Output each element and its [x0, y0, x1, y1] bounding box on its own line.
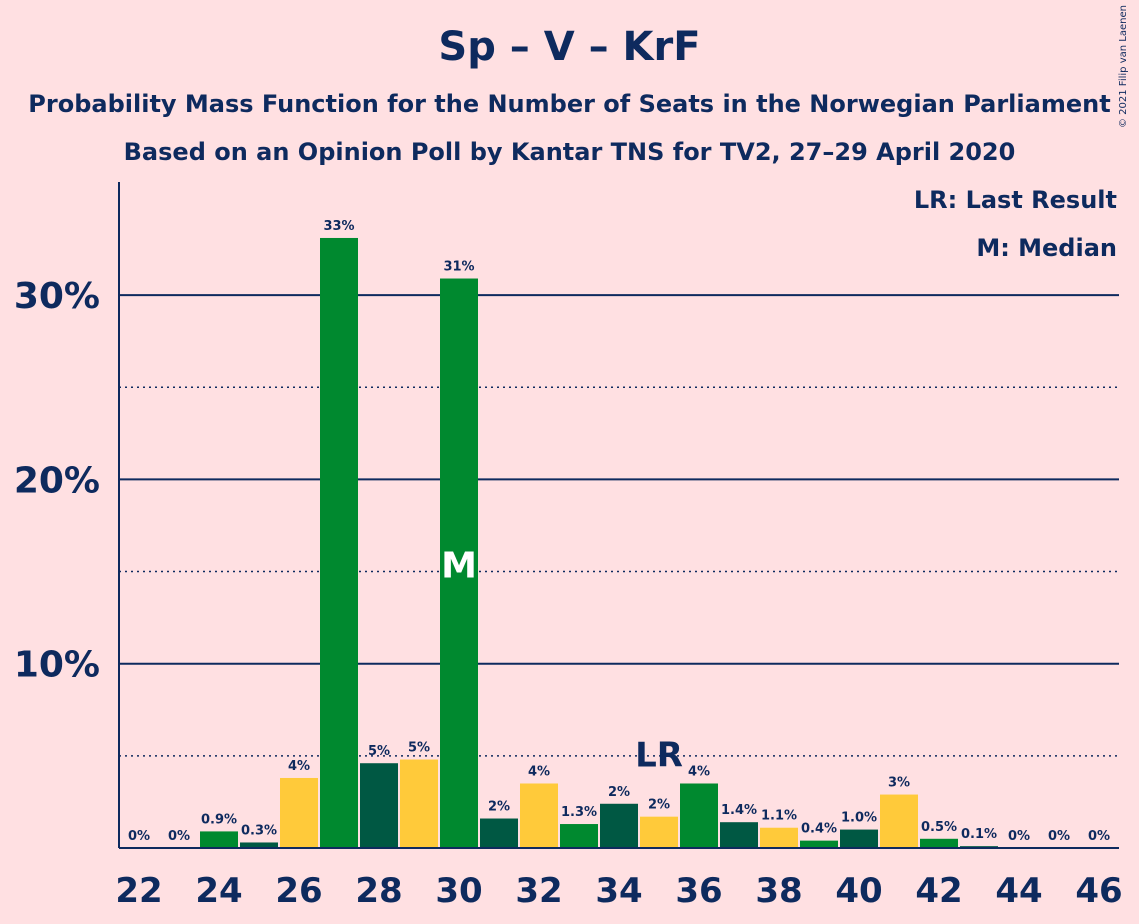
value-label: 2%	[608, 785, 630, 800]
value-label: 4%	[528, 764, 550, 779]
y-tick-label: 10%	[14, 645, 100, 686]
y-tick-label: 30%	[14, 276, 100, 317]
x-tick-label: 26	[275, 871, 322, 911]
bar-seat-27	[320, 237, 358, 849]
x-tick-label: 28	[355, 871, 402, 911]
bar-seat-42	[920, 838, 958, 848]
bar-seat-40	[840, 829, 878, 848]
x-tick-label: 24	[195, 871, 242, 911]
x-tick-label: 32	[515, 871, 562, 911]
bar-seat-28	[360, 763, 398, 848]
x-tick-label: 40	[835, 871, 882, 911]
last-result-marker: LR	[635, 736, 683, 776]
bar-seat-29	[400, 759, 438, 848]
bar-seat-25	[240, 842, 278, 848]
bar-seat-26	[280, 777, 318, 848]
bar-seat-31	[480, 818, 518, 848]
chart-title: Sp – V – KrF	[438, 24, 701, 70]
x-tick-label: 44	[995, 871, 1042, 911]
value-label: 0%	[168, 829, 190, 844]
bar-seat-41	[880, 794, 918, 848]
value-label: 4%	[288, 759, 310, 774]
bar-seat-38	[760, 827, 798, 848]
value-label: 0%	[128, 829, 150, 844]
legend-median: M: Median	[976, 234, 1117, 262]
x-tick-label: 34	[595, 871, 642, 911]
legend-last-result: LR: Last Result	[913, 186, 1117, 214]
median-marker: M	[441, 545, 477, 586]
value-label: 0%	[1048, 829, 1070, 844]
value-label: 1.3%	[561, 805, 597, 820]
value-label: 0.4%	[801, 822, 837, 837]
value-label: 1.1%	[761, 809, 797, 824]
bar-seat-32	[520, 783, 558, 848]
bar-seat-34	[600, 803, 638, 848]
axes: 10% 20% 30% 22 24 26 28 30 32 34 36 38 40 42 44 46	[14, 182, 1123, 911]
chart-subtitle-line1: Probability Mass Function for the Number…	[28, 90, 1111, 118]
value-label: 5%	[368, 744, 390, 759]
labels: 0% 0% 0.9% 0.3% 4% 33% 5% 5% 31% 2% 4% 1.3% 2% 2% 4% 1.…	[128, 219, 1110, 844]
x-tick-label: 42	[915, 871, 962, 911]
bar-seat-36	[680, 783, 718, 848]
value-label: 0%	[1088, 829, 1110, 844]
x-tick-label: 30	[435, 871, 482, 911]
x-tick-label: 38	[755, 871, 802, 911]
gridlines	[119, 294, 1119, 757]
bars	[200, 237, 998, 849]
x-tick-label: 46	[1075, 871, 1122, 911]
value-label: 4%	[688, 764, 710, 779]
bar-seat-37	[720, 822, 758, 848]
value-label: 3%	[888, 776, 910, 791]
chart-subtitle-line2: Based on an Opinion Poll by Kantar TNS f…	[123, 138, 1016, 166]
bar-seat-30	[440, 278, 478, 848]
value-label: 0%	[1008, 829, 1030, 844]
bar-seat-24	[200, 831, 238, 848]
value-label: 1.0%	[841, 811, 877, 826]
value-label: 1.4%	[721, 803, 757, 818]
value-label: 33%	[323, 219, 354, 234]
y-tick-label: 20%	[14, 460, 100, 501]
x-tick-label: 36	[675, 871, 722, 911]
value-label: 2%	[488, 800, 510, 815]
value-label: 0.1%	[961, 827, 997, 842]
x-tick-label: 22	[115, 871, 162, 911]
value-label: 2%	[648, 798, 670, 813]
bar-seat-33	[560, 824, 598, 848]
value-label: 5%	[408, 741, 430, 756]
bar-seat-35	[640, 816, 678, 848]
value-label: 0.9%	[201, 812, 237, 827]
value-label: 0.5%	[921, 820, 957, 835]
value-label: 0.3%	[241, 823, 277, 838]
value-label: 31%	[443, 260, 474, 275]
bar-seat-39	[800, 840, 838, 848]
